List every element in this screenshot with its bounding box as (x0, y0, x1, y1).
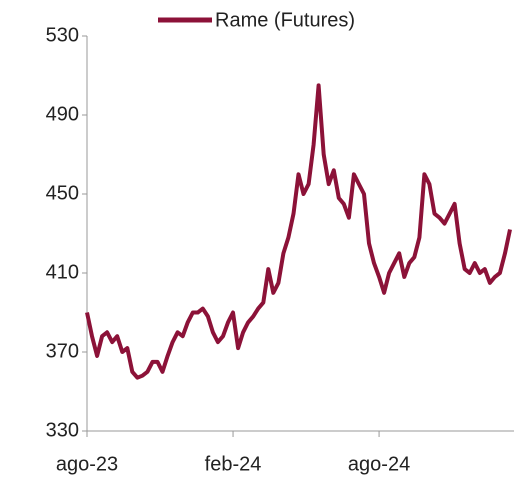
x-tick-label: ago-23 (56, 453, 118, 475)
y-tick-label: 490 (46, 103, 79, 125)
y-tick-label: 330 (46, 419, 79, 441)
y-tick-label: 530 (46, 24, 79, 46)
x-tick-label: ago-24 (348, 453, 410, 475)
y-tick-label: 370 (46, 340, 79, 362)
y-tick-label: 410 (46, 261, 79, 283)
legend-label: Rame (Futures) (215, 9, 355, 31)
y-tick-label: 450 (46, 182, 79, 204)
data-line (85, 83, 512, 380)
x-tick-label: feb-24 (205, 453, 262, 475)
